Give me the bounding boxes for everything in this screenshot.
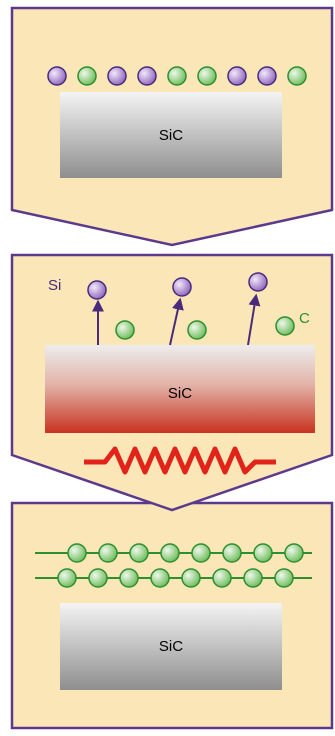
c-atom (116, 321, 134, 339)
panel-3: SiC (12, 503, 332, 728)
c-atom (213, 569, 231, 587)
c-atom (89, 569, 107, 587)
panel-1: SiC (12, 8, 332, 245)
c-atom (288, 67, 306, 85)
substrate-label: SiC (159, 638, 183, 655)
c-atom (254, 544, 272, 562)
si-atom (108, 67, 126, 85)
c-atom (58, 569, 76, 587)
substrate-label: SiC (168, 385, 192, 402)
c-atom (223, 544, 241, 562)
c-atom (151, 569, 169, 587)
c-atom (276, 317, 294, 335)
c-atom (130, 544, 148, 562)
c-atom (99, 544, 117, 562)
c-atom (68, 544, 86, 562)
c-atom (275, 569, 293, 587)
panel-2: SiC Si C (12, 255, 332, 510)
si-atom (228, 67, 246, 85)
si-atom (138, 67, 156, 85)
c-atom (198, 67, 216, 85)
carbon-label: C (299, 310, 310, 327)
si-atom (48, 67, 66, 85)
si-atom (249, 273, 267, 291)
c-atom (78, 67, 96, 85)
c-atom (168, 67, 186, 85)
c-atom (192, 544, 210, 562)
c-atom (120, 569, 138, 587)
c-atom (161, 544, 179, 562)
c-atom (188, 321, 206, 339)
si-atom (258, 67, 276, 85)
si-atom (88, 281, 106, 299)
c-atom (285, 544, 303, 562)
si-atom (173, 278, 191, 296)
c-atom (182, 569, 200, 587)
atom-row (48, 67, 306, 85)
diagram: SiC SiC Si C SiC (0, 0, 335, 736)
c-atom (244, 569, 262, 587)
substrate-label: SiC (159, 127, 183, 144)
silicon-label: Si (48, 277, 61, 294)
